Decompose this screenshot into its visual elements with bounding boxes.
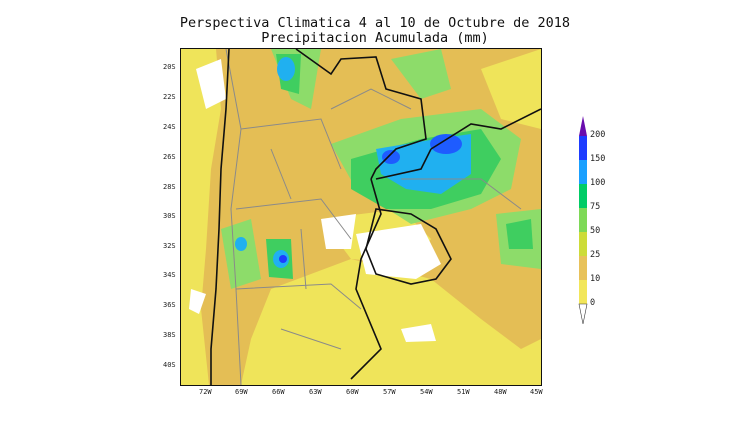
legend-top-triangle (579, 116, 587, 136)
lon-label-48w: 48W (494, 388, 507, 396)
border-chile-argentina (210, 49, 230, 385)
legend-bottom-triangle (578, 303, 588, 325)
deep-blue-west (279, 255, 287, 263)
lat-label-36s: 36S (163, 301, 176, 309)
lon-label-72w: 72W (199, 388, 212, 396)
legend-label-0: 0 (590, 298, 596, 308)
lon-label-54w: 54W (420, 388, 433, 396)
lat-label-40s: 40S (163, 361, 176, 369)
legend-swatch-0-10 (579, 280, 587, 304)
precipitation-map (180, 48, 542, 386)
map-canvas (181, 49, 541, 385)
legend-label-200: 200 (590, 130, 606, 140)
legend-label-100: 100 (590, 178, 606, 188)
lon-label-45w: 45W (530, 388, 543, 396)
lon-label-51w: 51W (457, 388, 470, 396)
province-lines (225, 49, 522, 385)
lon-label-66w: 66W (272, 388, 285, 396)
lat-label-20s: 20S (163, 63, 176, 71)
lat-label-38s: 38S (163, 331, 176, 339)
lat-label-28s: 28S (163, 183, 176, 191)
lon-label-60w: 60W (346, 388, 359, 396)
lon-label-69w: 69W (235, 388, 248, 396)
nodata-center (321, 214, 356, 249)
green-patch-andes (221, 219, 261, 289)
lat-label-30s: 30S (163, 212, 176, 220)
border-paraguay-south (375, 148, 432, 180)
chart-title-line-1: Perspectiva Climatica 4 al 10 de Octubre… (179, 15, 571, 31)
border-bolivia-paraguay (295, 49, 427, 180)
deep-blue-max (430, 134, 462, 154)
legend-swatch-25-50 (579, 232, 587, 256)
legend-swatch-75-100 (579, 184, 587, 208)
blue-area-north (277, 57, 295, 81)
legend-swatch-50-75 (579, 208, 587, 232)
nodata-andes (189, 289, 206, 314)
nodata-north (196, 59, 226, 109)
legend-label-10: 10 (590, 274, 601, 284)
lon-label-57w: 57W (383, 388, 396, 396)
lon-label-63w: 63W (309, 388, 322, 396)
border-uruguay (365, 208, 452, 285)
country-borders (210, 49, 541, 385)
lat-label-26s: 26S (163, 153, 176, 161)
lat-label-22s: 22S (163, 93, 176, 101)
legend-swatch-10-25 (579, 256, 587, 280)
chart-title-line-2: Precipitacion Acumulada (mm) (261, 30, 489, 46)
lat-label-24s: 24S (163, 123, 176, 131)
deep-blue-secondary (382, 150, 400, 164)
legend-swatch-100-150 (579, 160, 587, 184)
legend-label-25: 25 (590, 250, 601, 260)
lat-label-32s: 32S (163, 242, 176, 250)
nodata-uruguay (356, 224, 441, 279)
dry-region-northeast (481, 49, 541, 129)
border-argentina-east (350, 178, 382, 380)
green-patch-paraguay (391, 49, 451, 99)
color-legend (578, 116, 588, 325)
blue-area-andes (235, 237, 247, 251)
legend-label-150: 150 (590, 154, 606, 164)
legend-swatch-150-200 (579, 136, 587, 160)
lat-label-34s: 34S (163, 271, 176, 279)
legend-label-50: 50 (590, 226, 601, 236)
legend-label-75: 75 (590, 202, 601, 212)
green-core-coast (506, 219, 533, 249)
nodata-south (401, 324, 436, 342)
border-brazil-north (430, 108, 541, 150)
dry-region-south (241, 259, 541, 385)
